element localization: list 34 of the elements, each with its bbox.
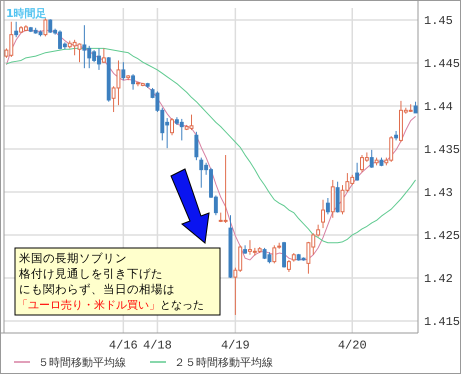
x-tick-label: 4/20 <box>338 338 367 353</box>
y-tick-label: 1.435 <box>424 142 460 157</box>
candlestick <box>102 48 106 64</box>
annotation: 「ユーロ売り・米ドル買い」 <box>17 298 160 312</box>
annotation: 米国の長期ソブリン <box>19 251 127 265</box>
candlestick <box>355 162 360 182</box>
y-tick-label: 1.425 <box>424 228 460 243</box>
candlestick <box>170 118 174 136</box>
candlestick <box>43 18 48 37</box>
candlestick <box>326 198 330 215</box>
chart-title: 1時間足 <box>6 7 47 20</box>
annotation: 格付け見通しを引き下げた <box>18 266 163 280</box>
y-tick-label: 1.415 <box>424 314 460 329</box>
x-tick-label: 4/16 <box>108 338 138 353</box>
candlestick <box>394 130 398 141</box>
legend-label: ２５時間移動平均線 <box>174 356 273 369</box>
annotation: となった <box>160 298 204 312</box>
candlestick <box>321 199 325 229</box>
candlestick <box>272 244 276 264</box>
candlestick <box>194 131 198 161</box>
annotation: にも関わらず、当日の相場は <box>19 282 175 296</box>
candlestick <box>121 62 126 81</box>
candlestick <box>131 74 136 90</box>
candlestick <box>14 21 18 38</box>
y-tick-label: 1.44 <box>424 100 453 114</box>
candlestick <box>286 259 291 272</box>
y-tick-label: 1.445 <box>424 56 460 71</box>
y-tick-label: 1.45 <box>424 14 453 28</box>
y-tick-label: 1.42 <box>424 272 453 286</box>
candlestick <box>370 149 374 168</box>
x-tick-label: 4/19 <box>220 338 250 353</box>
x-tick-label: 4/18 <box>143 338 172 353</box>
legend-label: ５時間移動平均線 <box>38 356 126 369</box>
y-tick-label: 1.43 <box>424 186 453 200</box>
